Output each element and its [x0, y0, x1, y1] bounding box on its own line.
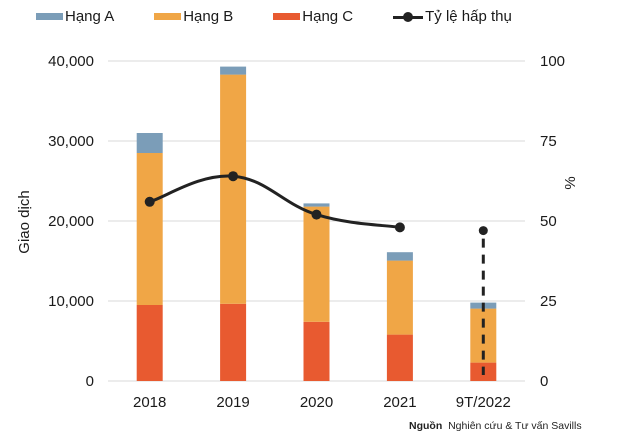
x-tick-label: 2021: [383, 394, 416, 411]
source-note: Nguồn Nghiên cứu & Tư vấn Savills: [409, 420, 582, 432]
absorption-rate-line: [144, 171, 488, 375]
bar-hang-b-2019: [220, 74, 247, 304]
x-axis-ticks: 2018 2019 2020 2021 9T/2022: [133, 394, 511, 411]
bar-hang-a-2021: [386, 252, 413, 261]
absorption-point-9t-2022: [478, 226, 488, 236]
bar-hang-a-2019: [220, 66, 247, 75]
y2-tick-label: 50: [540, 213, 557, 230]
right-axis-title: %: [562, 176, 579, 189]
y-tick-label: 30,000: [48, 133, 94, 150]
left-axis-title: Giao dịch: [16, 190, 33, 253]
absorption-point-2020: [311, 209, 322, 220]
legend-swatch-hang-b: [154, 13, 182, 20]
bar-hang-c-2019: [220, 303, 247, 381]
legend-label-absorption-rate: Tỷ lệ hấp thụ: [425, 8, 512, 25]
legend-label-hang-b: Hạng B: [183, 8, 234, 25]
legend-item-hang-a: Hạng A: [36, 8, 114, 25]
legend-label-hang-c: Hạng C: [302, 8, 354, 25]
absorption-point-2018: [144, 196, 155, 207]
absorption-line-path: [149, 174, 401, 229]
x-tick-label: 2020: [300, 394, 333, 411]
legend-swatch-line-marker: [393, 11, 424, 23]
absorption-point-2021: [394, 222, 405, 233]
legend-item-hang-b: Hạng B: [154, 8, 233, 25]
source-label: Nguồn: [409, 420, 443, 432]
legend-item-hang-c: Hạng C: [273, 8, 353, 25]
legend-swatch-hang-c: [273, 13, 301, 20]
bar-hang-c-2021: [386, 334, 413, 381]
bar-hang-c-2020: [303, 321, 330, 381]
legend-swatch-hang-a: [36, 13, 63, 20]
bar-hang-a-2018: [136, 133, 163, 153]
y2-tick-label: 75: [540, 133, 557, 150]
chart-legend: Hạng A Hạng B Hạng C Tỷ lệ hấp thụ: [36, 8, 512, 25]
legend-item-absorption-rate: Tỷ lệ hấp thụ: [393, 8, 512, 25]
x-tick-label: 2019: [216, 394, 249, 411]
y2-tick-label: 100: [540, 53, 565, 70]
absorption-point-2019: [228, 171, 239, 182]
legend-label-hang-a: Hạng A: [65, 8, 115, 25]
y-tick-label: 40,000: [48, 53, 94, 70]
y2-tick-label: 25: [540, 293, 557, 310]
y2-tick-label: 0: [540, 373, 548, 390]
x-tick-label: 2018: [133, 394, 166, 411]
bar-hang-b-2020: [303, 206, 330, 322]
bar-hang-b-2018: [136, 153, 163, 305]
bars: [136, 66, 497, 381]
y-tick-label: 20,000: [48, 213, 94, 230]
bar-hang-c-2018: [136, 305, 163, 381]
left-axis-ticks: 0 10,000 20,000 30,000 40,000: [48, 53, 94, 390]
y-tick-label: 0: [86, 373, 94, 390]
bar-hang-b-2021: [386, 260, 413, 335]
bar-hang-a-2020: [303, 203, 330, 207]
y-tick-label: 10,000: [48, 293, 94, 310]
x-tick-label: 9T/2022: [456, 394, 511, 411]
right-axis-ticks: 0 25 50 75 100: [540, 53, 565, 390]
source-text: Nghiên cứu & Tư vấn Savills: [448, 420, 582, 432]
